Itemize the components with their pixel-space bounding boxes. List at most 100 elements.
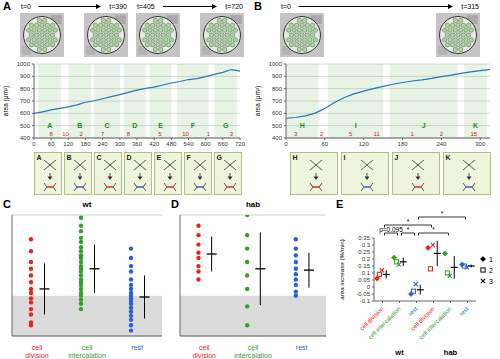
svg-text:K: K <box>446 154 451 161</box>
svg-text:60: 60 <box>48 141 55 147</box>
svg-text:rest: rest <box>458 305 470 317</box>
svg-text:700: 700 <box>272 98 283 104</box>
svg-text:0.35: 0.35 <box>358 235 370 241</box>
svg-text:10: 10 <box>62 131 69 137</box>
svg-text:10: 10 <box>182 131 189 137</box>
svg-text:600: 600 <box>201 141 212 147</box>
svg-text:I: I <box>355 122 357 129</box>
svg-text:rest: rest <box>296 344 308 351</box>
svg-text:hab: hab <box>444 348 458 357</box>
svg-text:H: H <box>293 154 298 161</box>
svg-text:p=0.095: p=0.095 <box>379 226 403 234</box>
svg-text:0: 0 <box>367 284 371 290</box>
svg-text:0.15: 0.15 <box>358 263 370 269</box>
svg-text:600: 600 <box>272 110 283 116</box>
svg-text:-0.1: -0.1 <box>360 298 371 304</box>
svg-text:J: J <box>422 122 426 129</box>
svg-text:480: 480 <box>166 141 177 147</box>
svg-text:K: K <box>473 122 478 129</box>
svg-text:E: E <box>158 122 163 129</box>
svg-text:1: 1 <box>207 131 211 137</box>
svg-text:*: * <box>441 210 444 217</box>
svg-text:cell intercalation: cell intercalation <box>418 306 453 341</box>
svg-text:5: 5 <box>158 131 162 137</box>
svg-text:celldivision: celldivision <box>25 344 48 358</box>
svg-text:2: 2 <box>320 131 324 137</box>
svg-text:area (μm²): area (μm²) <box>254 86 262 116</box>
svg-text:D: D <box>127 154 132 161</box>
svg-text:0.3: 0.3 <box>362 242 371 248</box>
svg-text:400: 400 <box>272 135 283 141</box>
svg-text:E: E <box>157 154 162 161</box>
svg-text:500: 500 <box>272 123 283 129</box>
svg-text:0.1: 0.1 <box>362 270 371 276</box>
svg-text:rest: rest <box>407 305 419 317</box>
svg-text:I: I <box>344 154 346 161</box>
svg-text:11: 11 <box>374 131 381 137</box>
svg-text:0: 0 <box>32 141 36 147</box>
svg-text:300: 300 <box>475 141 486 147</box>
svg-text:2: 2 <box>440 131 444 137</box>
svg-text:J: J <box>395 154 399 161</box>
svg-text:celldivision: celldivision <box>193 344 216 358</box>
svg-text:8: 8 <box>127 131 131 137</box>
svg-text:*: * <box>432 226 435 233</box>
svg-text:800: 800 <box>272 86 283 92</box>
svg-text:-0.05: -0.05 <box>356 291 370 297</box>
svg-text:360: 360 <box>132 141 143 147</box>
svg-text:t=315: t=315 <box>461 3 479 10</box>
svg-text:F: F <box>191 122 196 129</box>
svg-text:B: B <box>67 154 72 161</box>
svg-text:t=720: t=720 <box>225 3 243 10</box>
svg-text:540: 540 <box>183 141 194 147</box>
svg-text:180: 180 <box>398 141 409 147</box>
svg-text:600: 600 <box>20 110 31 116</box>
svg-text:rest: rest <box>131 344 143 351</box>
svg-text:F: F <box>187 154 192 161</box>
svg-text:0.05: 0.05 <box>358 277 370 283</box>
svg-text:cellintercalation: cellintercalation <box>68 344 106 358</box>
svg-text:t=405: t=405 <box>137 3 155 10</box>
svg-text:G: G <box>217 154 223 161</box>
svg-text:2: 2 <box>489 266 493 273</box>
svg-text:15: 15 <box>470 131 477 137</box>
svg-text:700: 700 <box>20 98 31 104</box>
svg-text:cellintercalation: cellintercalation <box>234 344 272 358</box>
svg-text:500: 500 <box>20 123 31 129</box>
svg-text:t=390: t=390 <box>109 3 127 10</box>
svg-text:1000: 1000 <box>17 61 31 67</box>
svg-text:cell intercalation: cell intercalation <box>367 306 402 341</box>
svg-text:area increase (%/min): area increase (%/min) <box>338 239 345 300</box>
svg-text:120: 120 <box>63 141 74 147</box>
svg-text:*: * <box>407 226 410 233</box>
svg-text:t=0: t=0 <box>281 3 291 10</box>
svg-text:3: 3 <box>230 131 234 137</box>
svg-text:240: 240 <box>98 141 109 147</box>
svg-text:1: 1 <box>489 255 493 262</box>
svg-text:1000: 1000 <box>269 61 283 67</box>
svg-text:2: 2 <box>80 131 84 137</box>
svg-text:G: G <box>223 122 229 129</box>
svg-text:5: 5 <box>349 131 353 137</box>
svg-text:900: 900 <box>272 73 283 79</box>
svg-text:wt: wt <box>394 348 404 357</box>
svg-text:*: * <box>407 218 410 225</box>
svg-text:720: 720 <box>235 141 246 147</box>
svg-text:120: 120 <box>359 141 370 147</box>
svg-text:3: 3 <box>489 277 493 284</box>
svg-text:C: C <box>97 154 102 161</box>
svg-text:1: 1 <box>411 131 415 137</box>
svg-text:area (μm²): area (μm²) <box>2 86 10 116</box>
svg-text:0.25: 0.25 <box>358 249 370 255</box>
svg-text:0.2: 0.2 <box>362 256 371 262</box>
svg-text:240: 240 <box>436 141 447 147</box>
svg-text:60: 60 <box>322 141 329 147</box>
svg-text:A: A <box>37 154 42 161</box>
svg-text:3: 3 <box>294 131 298 137</box>
svg-text:t=0: t=0 <box>21 3 31 10</box>
svg-text:C: C <box>104 122 109 129</box>
svg-text:900: 900 <box>20 73 31 79</box>
svg-text:800: 800 <box>20 86 31 92</box>
svg-text:D: D <box>132 122 137 129</box>
svg-text:300: 300 <box>115 141 126 147</box>
